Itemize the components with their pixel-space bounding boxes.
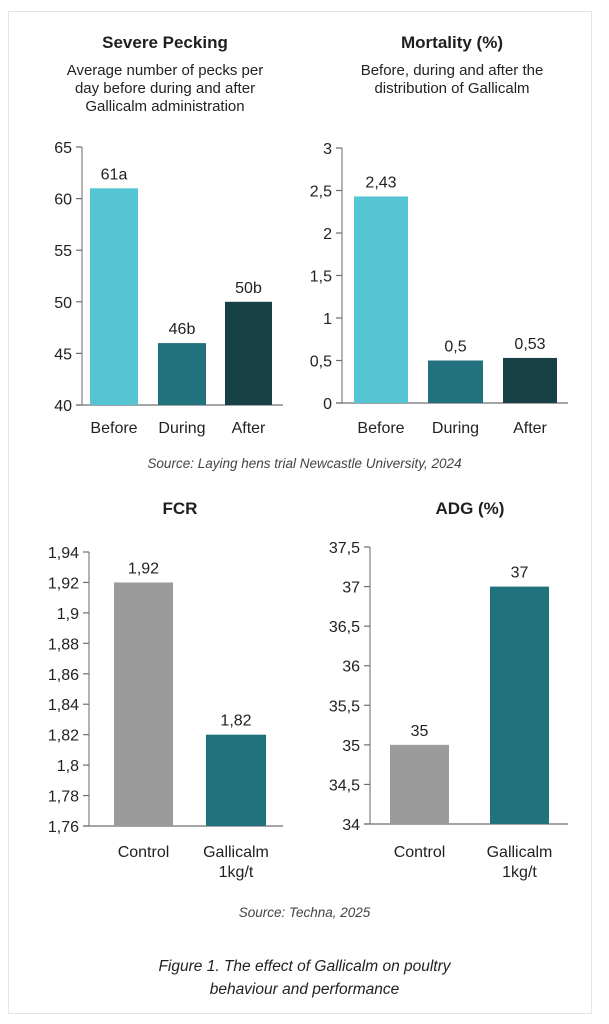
fcr-y-tick-label: 1,94 [48,545,79,562]
fcr-y-tick-label: 1,88 [48,636,79,653]
pecking-y-tick-label: 55 [54,243,72,260]
pecking-data-label: 61a [101,166,128,183]
pecking-data-label: 46b [169,321,196,338]
mortality-bar [354,196,408,403]
adg-y-tick-label: 35 [342,738,360,755]
pecking-bar [90,188,138,405]
fcr-y-tick-label: 1,86 [48,667,79,684]
mortality-data-label: 0,53 [514,336,545,353]
adg-y-tick-label: 37,5 [329,540,360,557]
mortality-category-label: Before [357,420,404,437]
fcr-category-label: Gallicalm [203,844,269,861]
fcr-y-tick-label: 1,92 [48,575,79,592]
adg-y-tick-label: 36,5 [329,619,360,636]
pecking-data-label: 50b [235,280,262,297]
mortality-data-label: 2,43 [365,174,396,191]
adg-chart-title: ADG (%) [435,499,505,518]
mortality-category-label: During [432,420,479,437]
adg-category-label: Gallicalm [487,844,553,861]
pecking-subtitle-line: Average number of pecks per [66,62,264,79]
adg-data-label: 35 [411,723,429,740]
mortality-data-label: 0,5 [444,339,466,356]
mortality-y-tick-label: 2,5 [310,184,332,201]
adg-y-tick-label: 34 [342,817,360,834]
pecking-y-tick-label: 65 [54,140,72,157]
adg-y-tick-label: 35,5 [329,698,360,715]
pecking-y-tick-label: 50 [54,295,72,312]
pecking-y-tick-label: 40 [54,398,72,415]
fcr-bar [114,582,173,826]
pecking-category-label: After [232,420,266,437]
pecking-bar [158,343,206,405]
mortality-subtitle-line: distribution of Gallicalm [374,80,530,97]
fcr-y-tick-label: 1,8 [57,758,79,775]
adg-bar [490,586,549,824]
fcr-category-label: Control [118,844,170,861]
fcr-y-tick-label: 1,82 [48,728,79,745]
mortality-bar [428,360,483,403]
pecking-y-tick-label: 45 [54,346,72,363]
source-note-top: Source: Laying hens trial Newcastle Univ… [147,456,462,471]
mortality-subtitle-line: Before, during and after the [360,62,544,79]
fcr-y-tick-label: 1,84 [48,697,79,714]
adg-category-label: 1kg/t [502,864,537,881]
fcr-data-label: 1,92 [128,560,159,577]
fcr-category-label: 1kg/t [219,864,254,881]
mortality-category-label: After [513,420,547,437]
pecking-y-tick-label: 60 [54,192,72,209]
pecking-subtitle-line: Gallicalm administration [85,98,245,115]
caption-line: behaviour and performance [209,981,400,998]
adg-y-tick-label: 36 [342,659,360,676]
mortality-y-tick-label: 1 [323,311,332,328]
fcr-y-tick-label: 1,78 [48,789,79,806]
source-note-bottom: Source: Techna, 2025 [238,905,371,920]
fcr-y-tick-label: 1,9 [57,606,79,623]
pecking-category-label: During [158,420,205,437]
mortality-y-tick-label: 2 [323,226,332,243]
figure-frame [8,11,592,1014]
fcr-chart-title: FCR [162,499,198,518]
mortality-chart-subtitle: Before, during and after the distributio… [312,62,592,98]
pecking-chart-subtitle: Average number of pecks per day before d… [30,62,300,116]
mortality-y-tick-label: 0 [323,396,332,413]
fcr-bar [206,734,266,826]
fcr-y-tick-label: 1,76 [48,819,79,836]
fcr-data-label: 1,82 [220,713,251,730]
adg-y-tick-label: 37 [342,580,360,597]
adg-bar [390,744,449,824]
pecking-category-label: Before [90,420,137,437]
mortality-y-tick-label: 3 [323,141,332,158]
adg-data-label: 37 [511,565,529,582]
pecking-bar [225,301,272,405]
mortality-y-tick-label: 0,5 [310,354,332,371]
mortality-bar [503,357,557,403]
adg-category-label: Control [394,844,446,861]
mortality-chart-title: Mortality (%) [401,33,503,52]
pecking-chart-title: Severe Pecking [102,33,228,52]
caption-line: Figure 1. The effect of Gallicalm on pou… [158,958,451,975]
mortality-y-tick-label: 1,5 [310,269,332,286]
figure-caption: Figure 1. The effect of Gallicalm on pou… [0,955,609,1001]
pecking-subtitle-line: day before during and after [74,80,256,97]
adg-y-tick-label: 34,5 [329,777,360,794]
